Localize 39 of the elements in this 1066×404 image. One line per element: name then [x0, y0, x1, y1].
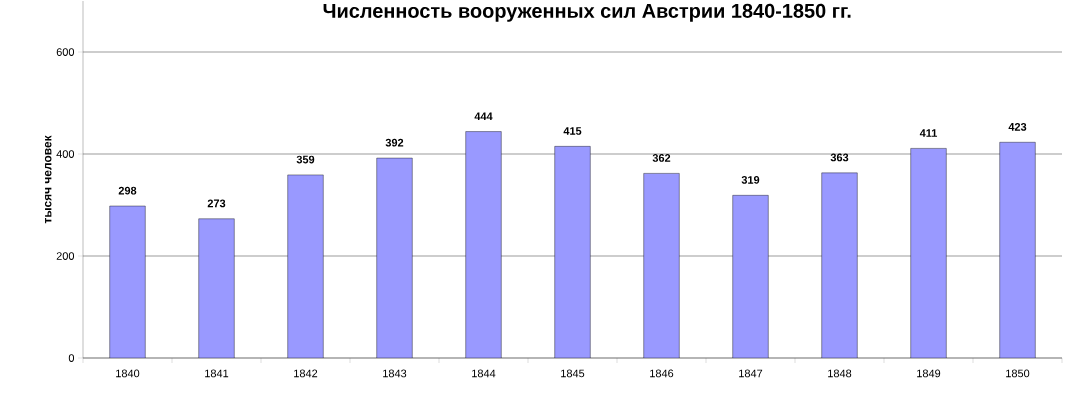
x-tick-label: 1849	[917, 369, 941, 378]
x-tick-label: 1845	[561, 369, 585, 378]
y-tick-label: 400	[56, 150, 75, 158]
bar	[198, 218, 235, 358]
y-tick-label: 600	[56, 48, 75, 56]
data-label: 415	[563, 127, 582, 135]
bar	[999, 142, 1036, 358]
data-label: 411	[919, 129, 938, 137]
data-label: 298	[118, 186, 137, 195]
bar	[287, 174, 324, 358]
y-tick-label: 200	[56, 252, 75, 260]
x-tick-label: 1847	[739, 369, 763, 378]
x-tick-label: 1843	[383, 369, 407, 378]
chart-title: Численность вооруженных сил Австрии 1840-1850 гг.	[323, 3, 851, 22]
x-tick-label: 1844	[472, 369, 496, 378]
bar	[643, 173, 680, 358]
y-axis-title: тысяч человек	[44, 135, 52, 224]
x-tick-label: 1846	[650, 369, 674, 378]
data-label: 392	[385, 138, 404, 147]
bar	[376, 157, 413, 358]
x-tick-label: 1848	[828, 369, 852, 378]
x-tick-label: 1842	[294, 369, 318, 378]
bar	[821, 172, 858, 358]
data-label: 359	[296, 155, 315, 164]
data-label: 273	[207, 199, 226, 208]
bar	[910, 148, 947, 358]
data-label: 319	[741, 176, 760, 184]
x-tick-label: 1850	[1006, 369, 1030, 378]
data-label: 362	[652, 154, 671, 162]
y-tick-label: 0	[68, 354, 75, 362]
bar	[732, 195, 769, 358]
data-label: 363	[830, 153, 849, 162]
data-label: 444	[474, 112, 493, 121]
x-tick-label: 1840	[116, 369, 140, 378]
bar	[109, 205, 146, 358]
data-label: 423	[1008, 122, 1027, 131]
bar	[465, 131, 502, 358]
bar	[554, 146, 591, 358]
x-tick-label: 1841	[205, 369, 229, 378]
